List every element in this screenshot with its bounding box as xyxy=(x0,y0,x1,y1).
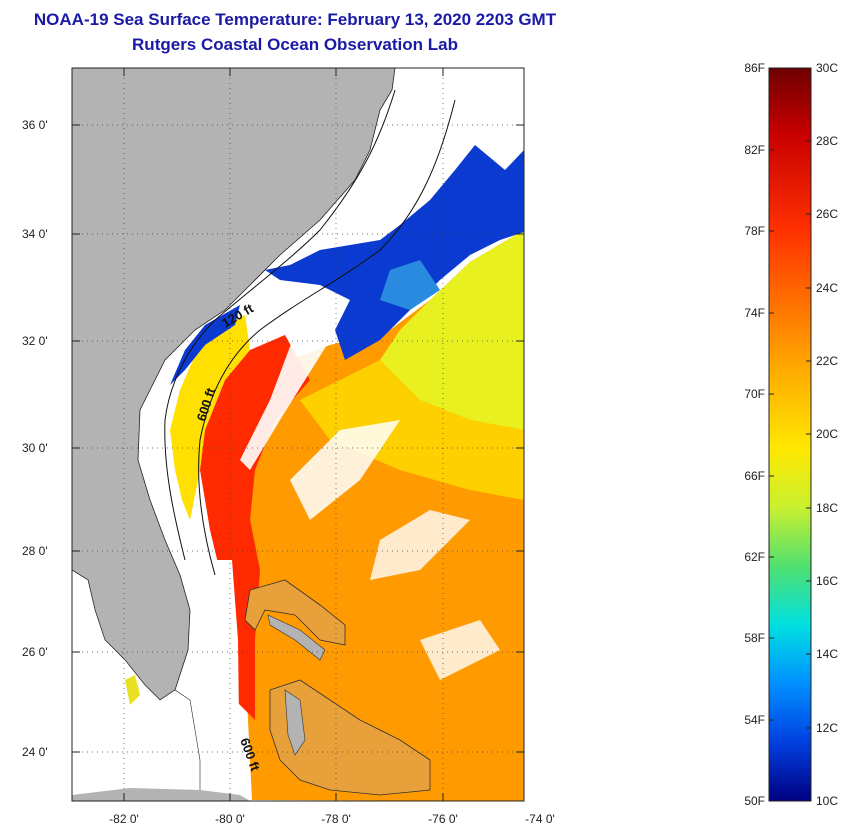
lat-label: 30 0' xyxy=(22,441,48,455)
colorbar-ticks xyxy=(769,67,811,802)
gulf-warm-patch xyxy=(125,675,140,705)
cloud-streak-4 xyxy=(420,620,500,680)
bahamas-island-2 xyxy=(267,614,326,661)
cloud-streak-3 xyxy=(370,510,470,580)
lat-label: 36 0' xyxy=(22,118,48,132)
bahamas-bank-north xyxy=(244,579,346,646)
lat-label: 34 0' xyxy=(22,227,48,241)
lon-label: -82 0' xyxy=(109,812,139,826)
graticule xyxy=(72,68,524,801)
colorbar-f-label: 82F xyxy=(744,143,765,157)
lat-label: 24 0' xyxy=(22,745,48,759)
lat-label: 28 0' xyxy=(22,544,48,558)
map-subtitle: Rutgers Coastal Ocean Observation Lab xyxy=(132,35,458,54)
lat-label: 26 0' xyxy=(22,645,48,659)
colorbar-f-label: 50F xyxy=(744,794,765,808)
sst-yellow-region xyxy=(380,230,524,430)
bahamas-island xyxy=(284,689,306,756)
coastal-cold-band xyxy=(170,305,240,385)
map-title: NOAA-19 Sea Surface Temperature: Februar… xyxy=(33,10,557,29)
cold-water-north xyxy=(265,145,524,360)
colorbar-f-label: 58F xyxy=(744,631,765,645)
colorbar-f-label: 54F xyxy=(744,713,765,727)
colorbar-f-label: 78F xyxy=(744,224,765,238)
cold-water-patch-1 xyxy=(380,260,440,310)
cloud-streak-1 xyxy=(240,320,330,470)
colorbar-c-label: 30C xyxy=(816,61,839,75)
colorbar-c-label: 18C xyxy=(816,501,839,515)
contour-120ft xyxy=(164,89,396,561)
colorbar-c-label: 24C xyxy=(816,281,839,295)
colorbar-c-label: 16C xyxy=(816,574,839,588)
colorbar-c-label: 22C xyxy=(816,354,839,368)
sst-yellow-mid xyxy=(300,360,524,500)
colorbar-c-label: 28C xyxy=(816,134,839,148)
lat-label: 32 0' xyxy=(22,334,48,348)
cuba-land xyxy=(72,788,250,801)
colorbar-c-label: 12C xyxy=(816,721,839,735)
colorbar-f-label: 74F xyxy=(744,306,765,320)
lon-label: -78 0' xyxy=(321,812,351,826)
map-axis-ticks xyxy=(72,68,524,801)
colorbar-f-label: 66F xyxy=(744,469,765,483)
coastal-cool-band xyxy=(170,315,250,520)
florida-straits-gap xyxy=(200,560,240,801)
colorbar-gradient xyxy=(768,67,812,802)
colorbar-f-label: 62F xyxy=(744,550,765,564)
gulf-stream-core xyxy=(200,335,310,720)
colorbar-c-label: 26C xyxy=(816,207,839,221)
lon-label: -74 0' xyxy=(525,812,555,826)
colorbar-c-label: 10C xyxy=(816,794,839,808)
cloud-streak-2 xyxy=(290,420,400,520)
lon-label: -80 0' xyxy=(215,812,245,826)
map-data-layer xyxy=(72,68,524,801)
colorbar-c-label: 20C xyxy=(816,427,839,441)
colorbar-f-label: 86F xyxy=(744,61,765,75)
map-border xyxy=(71,67,525,802)
colorbar-f-label: 70F xyxy=(744,387,765,401)
contour-600ft xyxy=(198,99,456,576)
bahamas-bank-south xyxy=(269,679,431,796)
lon-label: -76 0' xyxy=(428,812,458,826)
colorbar-c-label: 14C xyxy=(816,647,839,661)
